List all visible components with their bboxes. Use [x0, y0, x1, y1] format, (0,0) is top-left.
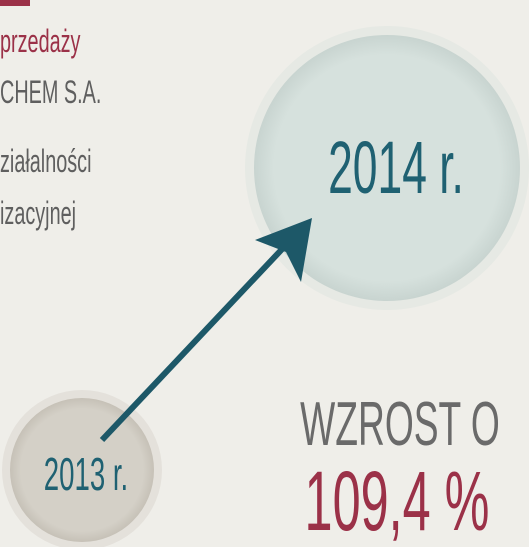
header-line: przedaży: [0, 23, 81, 59]
year-from: 2013 r.: [44, 450, 128, 501]
circle-2014: [254, 35, 520, 301]
cut-title-fragment: [0, 0, 30, 6]
circle-2013: [10, 398, 154, 542]
year-to: 2014 r.: [328, 126, 464, 208]
arrow-head: [255, 218, 312, 282]
header-line: izacyjnej: [0, 195, 76, 231]
growth-label: WZROST O: [300, 389, 500, 458]
header-line: CHEM S.A.: [0, 74, 101, 110]
arrow-shaft: [99, 243, 288, 443]
header-line: ziałalności: [0, 143, 91, 179]
growth-value: 109,4 %: [305, 454, 490, 547]
